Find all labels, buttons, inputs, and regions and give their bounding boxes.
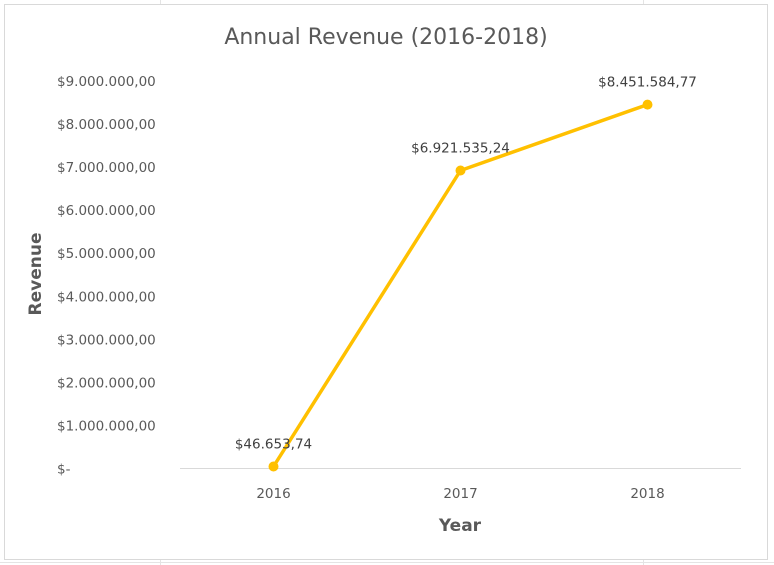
y-tick-label: $5.000.000,00 (57, 246, 156, 262)
chart-title: Annual Revenue (2016-2018) (224, 25, 547, 50)
data-point-marker[interactable] (268, 461, 279, 472)
y-tick-label: $1.000.000,00 (57, 418, 156, 434)
data-label-layer: $46.653,74 $6.921.535,24 $8.451.584,77 (235, 75, 697, 453)
y-tick-label: $8.000.000,00 (57, 117, 156, 133)
x-tick-label: 2016 (256, 486, 290, 502)
data-label: $6.921.535,24 (411, 140, 510, 156)
y-tick-label: $3.000.000,00 (57, 332, 156, 348)
y-tick-label: $6.000.000,00 (57, 203, 156, 219)
y-axis-tick-labels: $- $1.000.000,00 $2.000.000,00 $3.000.000,0… (57, 74, 156, 478)
series-line[interactable] (271, 102, 650, 469)
data-label: $8.451.584,77 (598, 75, 697, 91)
y-tick-label: $4.000.000,00 (57, 289, 156, 305)
data-label: $46.653,74 (235, 436, 312, 452)
x-tick-label: 2017 (443, 486, 477, 502)
y-axis-title: Revenue (26, 233, 46, 316)
y-tick-label: $- (57, 462, 71, 478)
y-tick-label: $9.000.000,00 (57, 74, 156, 90)
y-tick-label: $7.000.000,00 (57, 160, 156, 176)
sheet-row-gridline (0, 562, 774, 563)
x-axis-title: Year (438, 516, 482, 536)
data-point-marker[interactable] (455, 165, 466, 176)
x-tick-label: 2018 (630, 486, 664, 502)
data-point-marker[interactable] (642, 99, 653, 110)
chart-area[interactable] (4, 4, 768, 560)
x-axis-tick-labels: 2016 2017 2018 (256, 486, 664, 502)
y-tick-label: $2.000.000,00 (57, 375, 156, 391)
series-layer (268, 99, 653, 472)
